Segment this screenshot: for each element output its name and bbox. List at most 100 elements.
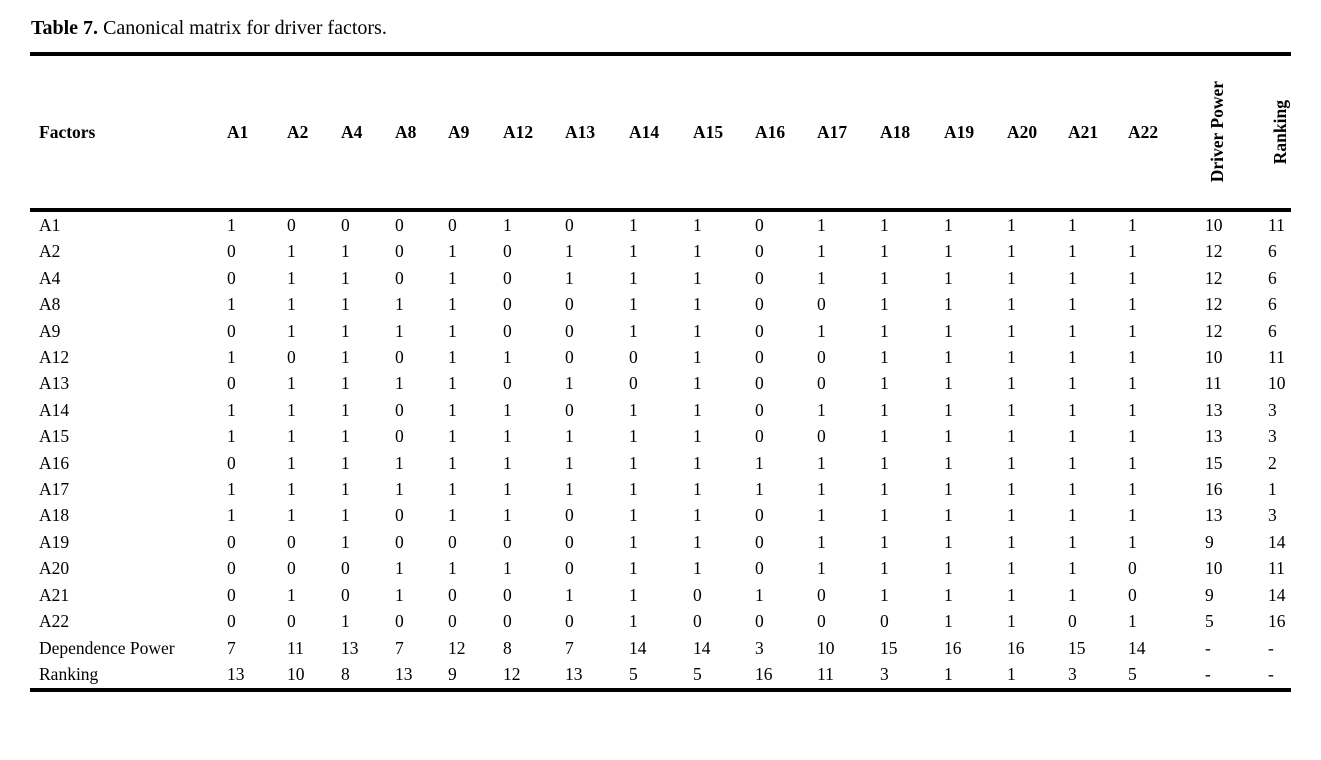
matrix-cell: 3 [1068,663,1077,684]
matrix-cell: 1 [1068,558,1077,579]
matrix-cell: 1 [287,320,296,341]
matrix-cell: 1 [503,215,512,235]
matrix-cell: 1 [693,320,702,341]
matrix-cell: 0 [565,399,574,420]
matrix-cell: 1 [395,584,404,605]
matrix-cell: 1 [1007,479,1016,500]
column-header-A2: A2 [287,121,309,142]
matrix-cell: 0 [755,241,764,262]
matrix-cell: 0 [287,215,296,235]
ranking-cell: 14 [1268,584,1286,605]
matrix-cell: 0 [395,399,404,420]
matrix-cell: 9 [448,663,457,684]
matrix-cell: 13 [395,663,413,684]
matrix-cell: 0 [755,320,764,341]
matrix-cell: 0 [503,611,512,632]
matrix-cell: 1 [944,399,953,420]
matrix-cell: 1 [1128,505,1137,526]
matrix-cell: 0 [565,505,574,526]
column-header-A16: A16 [755,121,786,142]
column-header-A12: A12 [503,121,534,142]
matrix-cell: 0 [1068,611,1077,632]
ranking-cell: 3 [1268,505,1277,526]
table-row-A14: A14 1 1 1 0 1 1 0 1 1 0 1 1 1 1 1 1 13 3 [30,397,1291,423]
matrix-cell: 0 [395,241,404,262]
matrix-cell: 1 [944,611,953,632]
matrix-cell: 1 [227,479,236,500]
matrix-cell: 1 [395,294,404,315]
column-header-A1: A1 [227,121,249,142]
footer-label: Dependence Power [30,635,227,661]
matrix-cell: 1 [565,584,574,605]
matrix-cell: 1 [1007,558,1016,579]
matrix-cell: 1 [448,505,457,526]
matrix-cell: 1 [341,479,350,500]
column-header-A9: A9 [448,121,470,142]
matrix-cell: 0 [565,215,574,235]
matrix-cell: 1 [227,294,236,315]
column-header-A15: A15 [693,121,724,142]
driver-power-cell: 12 [1205,241,1223,262]
column-header-A8: A8 [395,121,417,142]
matrix-cell: 1 [565,267,574,288]
matrix-cell: 0 [755,426,764,447]
matrix-cell: 1 [693,558,702,579]
matrix-cell: 1 [629,452,638,473]
matrix-cell: 1 [448,373,457,394]
matrix-cell: 14 [1128,637,1146,658]
matrix-cell: 10 [287,663,305,684]
matrix-cell: 1 [341,505,350,526]
matrix-cell: 1 [944,663,953,684]
matrix-cell: 1 [944,426,953,447]
matrix-cell: 1 [1068,479,1077,500]
matrix-cell: 1 [1068,426,1077,447]
table-row-A21: A21 0 1 0 1 0 0 1 1 0 1 0 1 1 1 1 0 9 14 [30,582,1291,608]
matrix-cell: 1 [1068,294,1077,315]
matrix-cell: 1 [693,531,702,552]
matrix-cell: 13 [565,663,583,684]
ranking-cell: 6 [1268,320,1277,341]
matrix-cell: 1 [817,215,826,235]
matrix-cell: 1 [693,215,702,235]
matrix-cell: 1 [1068,399,1077,420]
row-label-text: Ranking [39,663,99,684]
ranking-cell: 3 [1268,426,1277,447]
matrix-cell: 3 [880,663,889,684]
column-header-A20: A20 [1007,121,1038,142]
matrix-cell: 3 [755,637,764,658]
matrix-cell: 0 [448,611,457,632]
matrix-cell: 1 [1007,611,1016,632]
matrix-cell: 1 [693,347,702,368]
matrix-cell: 1 [503,558,512,579]
matrix-cell: 11 [287,637,304,658]
matrix-cell: 1 [227,426,236,447]
table-header: Factors A1 A2 A4 A8 A9 A12 A13 A14 A15 A16 A17 A18 A… [30,54,1291,210]
row-label: A16 [30,450,227,476]
column-header-A14: A14 [629,121,660,142]
matrix-cell: 1 [341,399,350,420]
matrix-cell: 0 [755,505,764,526]
row-label: A2 [30,238,227,264]
matrix-cell: 1 [395,479,404,500]
ranking-cell: - [1268,637,1274,658]
matrix-cell: 1 [341,320,350,341]
matrix-cell: 1 [944,584,953,605]
matrix-cell: 1 [944,479,953,500]
row-label-text: A12 [39,347,70,368]
matrix-cell: 1 [629,294,638,315]
row-label: A8 [30,291,227,317]
column-header-A21: A21 [1068,121,1099,142]
matrix-cell: 1 [1007,373,1016,394]
matrix-cell: 1 [448,347,457,368]
matrix-cell: 1 [448,294,457,315]
matrix-cell: 1 [1007,399,1016,420]
matrix-cell: 0 [755,611,764,632]
matrix-cell: 15 [880,637,898,658]
matrix-cell: 1 [817,399,826,420]
ranking-cell: 16 [1268,611,1286,632]
matrix-cell: 0 [565,320,574,341]
matrix-cell: 0 [565,531,574,552]
matrix-cell: 0 [817,294,826,315]
matrix-cell: 7 [565,637,574,658]
driver-power-cell: - [1205,663,1211,684]
